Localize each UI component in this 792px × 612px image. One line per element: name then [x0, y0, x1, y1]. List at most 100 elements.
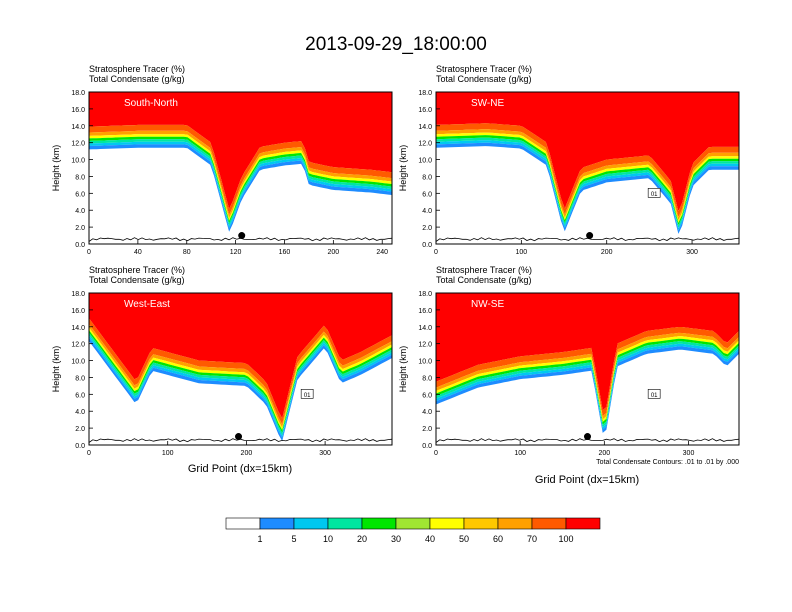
panel-title-line1: Stratosphere Tracer (%)	[436, 64, 532, 74]
tracer-band	[89, 141, 392, 229]
tracer-band	[436, 327, 739, 416]
plot-frame	[435, 292, 740, 446]
y-tick-label: 14.0	[418, 124, 432, 131]
tracer-field	[436, 293, 739, 445]
contour-label: 01	[651, 393, 658, 399]
panel-label: West-East	[124, 299, 170, 310]
location-marker	[586, 232, 594, 240]
contour-label: 01	[651, 192, 658, 198]
x-tick-label: 300	[686, 249, 698, 256]
tracer-band	[89, 92, 392, 209]
panel-title-line2: Total Condensate (g/kg)	[436, 275, 532, 285]
panel-title-line1: Stratosphere Tracer (%)	[436, 265, 532, 275]
x-tick-label: 0	[87, 450, 91, 457]
x-tick-label: 160	[279, 249, 291, 256]
plot-frame	[435, 91, 740, 245]
colorbar-swatch	[327, 517, 363, 530]
colorbar-label: 30	[391, 534, 401, 544]
y-tick-label: 6.0	[422, 392, 432, 399]
panel-label: South-North	[124, 98, 178, 109]
colorbar-swatch	[225, 517, 261, 530]
tracer-band	[436, 129, 739, 221]
y-tick-label: 8.0	[75, 375, 85, 382]
tracer-band	[89, 134, 392, 221]
panel-west-east: Stratosphere Tracer (%) Total Condensate…	[51, 265, 393, 475]
y-tick-label: 8.0	[422, 174, 432, 181]
contour-label-box	[647, 188, 661, 198]
y-tick-label: 14.0	[71, 325, 85, 332]
y-tick-label: 2.0	[75, 426, 85, 433]
colorbar-label: 1	[257, 534, 262, 544]
x-tick-label: 120	[230, 249, 242, 256]
y-tick-label: 14.0	[71, 124, 85, 131]
y-tick-label: 6.0	[75, 392, 85, 399]
panel-label: NW-SE	[471, 299, 504, 310]
y-tick-label: 16.0	[71, 107, 85, 114]
x-tick-label: 300	[319, 450, 331, 457]
contour-label-box	[300, 389, 314, 399]
plot-frame	[88, 292, 393, 446]
tracer-band	[89, 124, 392, 215]
y-tick-label: 12.0	[418, 141, 432, 148]
tracer-band	[89, 139, 392, 226]
tracer-band	[436, 142, 739, 234]
y-tick-label: 6.0	[75, 191, 85, 198]
y-tick-label: 16.0	[71, 308, 85, 315]
x-tick-label: 100	[514, 450, 526, 457]
colorbar-label: 40	[425, 534, 435, 544]
x-tick-label: 200	[598, 450, 610, 457]
tracer-band	[89, 130, 392, 219]
tracer-band	[89, 144, 392, 232]
contour-info-note: Total Condensate Contours: .01 to .01 by…	[596, 459, 739, 466]
y-tick-label: 0.0	[75, 242, 85, 249]
x-tick-label: 100	[162, 450, 174, 457]
x-tick-label: 0	[434, 249, 438, 256]
x-tick-label: 0	[434, 450, 438, 457]
figure-title: 2013-09-29_18:00:00	[305, 34, 487, 55]
panel-title-line2: Total Condensate (g/kg)	[436, 74, 532, 84]
y-tick-label: 14.0	[418, 325, 432, 332]
x-axis-label: Grid Point (dx=15km)	[535, 474, 639, 486]
y-tick-label: 4.0	[75, 208, 85, 215]
panel-title-line1: Stratosphere Tracer (%)	[89, 64, 185, 74]
colorbar-label: 20	[357, 534, 367, 544]
panel-title-line2: Total Condensate (g/kg)	[89, 275, 185, 285]
location-marker	[238, 232, 246, 240]
location-marker	[584, 433, 591, 441]
panel-nw-se: Stratosphere Tracer (%) Total Condensate…	[398, 265, 740, 486]
y-tick-label: 12.0	[71, 342, 85, 349]
colorbar-label: 70	[527, 534, 537, 544]
x-axis-label: Grid Point (dx=15km)	[188, 463, 292, 475]
tracer-band	[436, 123, 739, 217]
panel-title-line1: Stratosphere Tracer (%)	[89, 265, 185, 275]
colorbar-swatch	[497, 517, 533, 530]
y-tick-label: 12.0	[418, 342, 432, 349]
tracer-band	[89, 293, 392, 419]
y-tick-label: 10.0	[418, 158, 432, 165]
contour-label-box	[647, 389, 661, 399]
colorbar-swatch	[259, 517, 295, 530]
colorbar-swatch	[395, 517, 431, 530]
x-tick-label: 40	[134, 249, 142, 256]
y-tick-label: 4.0	[422, 208, 432, 215]
y-tick-label: 8.0	[75, 174, 85, 181]
y-tick-label: 10.0	[418, 359, 432, 366]
colorbar-label: 5	[291, 534, 296, 544]
y-tick-label: 18.0	[71, 291, 85, 298]
y-tick-label: 10.0	[71, 158, 85, 165]
panel-title-line2: Total Condensate (g/kg)	[89, 74, 185, 84]
contour-label: 01	[304, 393, 311, 399]
location-marker	[235, 433, 243, 441]
tracer-band	[436, 293, 739, 411]
colorbar-label: 60	[493, 534, 503, 544]
panel-label: SW-NE	[471, 98, 504, 109]
x-tick-label: 80	[183, 249, 191, 256]
y-tick-label: 10.0	[71, 359, 85, 366]
x-tick-label: 100	[516, 249, 528, 256]
tracer-field	[436, 92, 739, 244]
y-tick-label: 18.0	[71, 90, 85, 97]
y-tick-label: 2.0	[422, 426, 432, 433]
y-tick-label: 2.0	[422, 225, 432, 232]
y-tick-label: 0.0	[75, 443, 85, 450]
